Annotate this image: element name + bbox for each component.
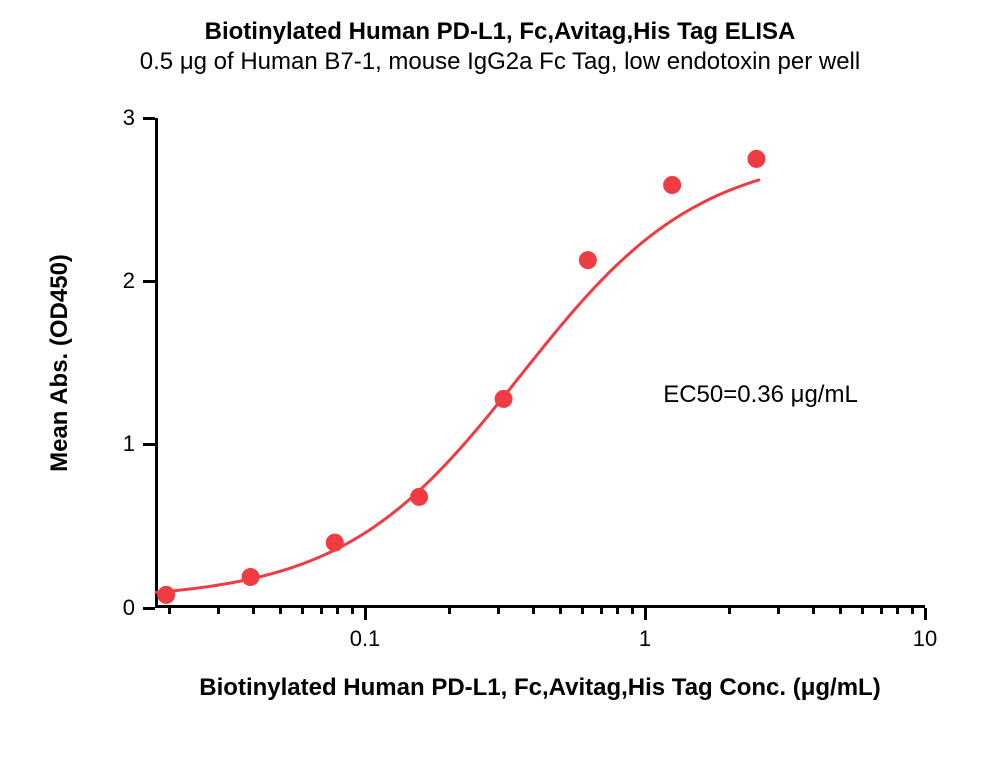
chart-subtitle: 0.5 μg of Human B7-1, mouse IgG2a Fc Tag…	[0, 48, 1000, 76]
x-tick-minor	[880, 608, 883, 614]
data-point	[242, 568, 259, 585]
y-tick	[143, 117, 155, 120]
data-point	[326, 534, 343, 551]
y-tick	[143, 280, 155, 283]
y-tick-label: 0	[95, 595, 135, 621]
data-point	[748, 150, 765, 167]
x-tick-minor	[616, 608, 619, 614]
x-tick-minor	[728, 608, 731, 614]
x-tick-major	[364, 608, 367, 620]
x-tick-minor	[600, 608, 603, 614]
x-tick-minor	[911, 608, 914, 614]
data-point	[664, 176, 681, 193]
x-tick-label: 1	[615, 626, 675, 652]
x-tick-minor	[279, 608, 282, 614]
x-tick-minor	[861, 608, 864, 614]
x-tick-minor	[777, 608, 780, 614]
y-axis-title: Mean Abs. (OD450)	[46, 254, 74, 472]
x-tick-label: 0.1	[335, 626, 395, 652]
x-tick-major	[924, 608, 927, 620]
plot-area: 01230.1110	[155, 118, 925, 608]
y-tick-label: 2	[95, 268, 135, 294]
x-tick-minor	[581, 608, 584, 614]
plot-svg	[155, 118, 925, 608]
data-point	[495, 390, 512, 407]
x-tick-label: 10	[895, 626, 955, 652]
data-point	[411, 488, 428, 505]
y-tick	[143, 607, 155, 610]
y-tick-label: 1	[95, 431, 135, 457]
x-tick-minor	[559, 608, 562, 614]
ec50-annotation: EC50=0.36 μg/mL	[663, 381, 858, 409]
x-tick-minor	[320, 608, 323, 614]
x-tick-major	[644, 608, 647, 620]
data-point	[579, 252, 596, 269]
chart-title: Biotinylated Human PD-L1, Fc,Avitag,His …	[0, 18, 1000, 46]
y-tick-label: 3	[95, 105, 135, 131]
x-tick-minor	[839, 608, 842, 614]
x-tick-minor	[532, 608, 535, 614]
x-tick-minor	[336, 608, 339, 614]
x-tick-minor	[448, 608, 451, 614]
x-tick-minor	[896, 608, 899, 614]
x-tick-minor	[301, 608, 304, 614]
y-tick	[143, 443, 155, 446]
x-tick-minor	[497, 608, 500, 614]
x-tick-minor	[252, 608, 255, 614]
x-axis-title: Biotinylated Human PD-L1, Fc,Avitag,His …	[199, 674, 880, 702]
x-tick-minor	[217, 608, 220, 614]
data-point	[158, 586, 175, 603]
x-tick-minor	[631, 608, 634, 614]
x-tick-minor	[812, 608, 815, 614]
x-tick-minor	[168, 608, 171, 614]
x-tick-minor	[351, 608, 354, 614]
chart-title-block: Biotinylated Human PD-L1, Fc,Avitag,His …	[0, 18, 1000, 76]
